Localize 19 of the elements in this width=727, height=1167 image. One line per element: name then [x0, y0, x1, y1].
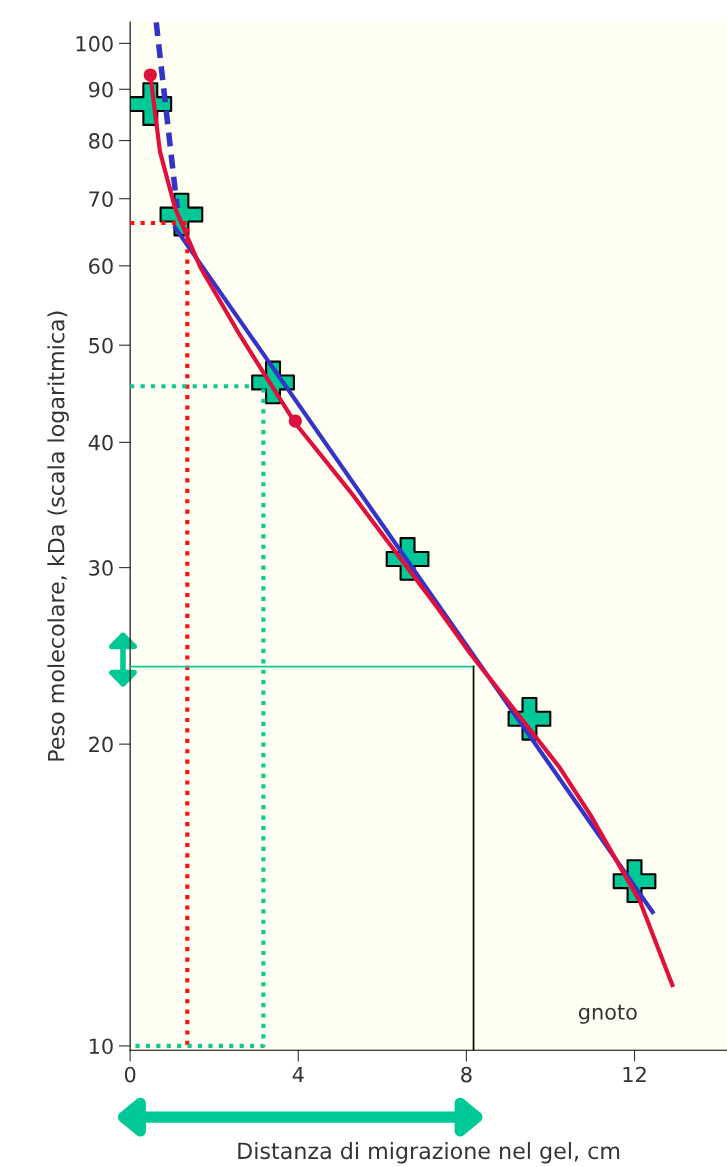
point: [288, 414, 302, 428]
y-tick-label: 30: [89, 560, 113, 576]
x-tick-label: 4: [292, 1066, 304, 1083]
y-tick-label: 90: [88, 81, 113, 98]
x-tick-label: 8: [461, 1066, 472, 1083]
point: [143, 68, 157, 82]
y-tick-label: 40: [88, 434, 113, 451]
y-tick-label: 70: [89, 191, 113, 207]
y-tick-label: 100: [76, 35, 113, 52]
x-tick-label: 12: [623, 1066, 646, 1083]
x-axis-title: Distanza di migrazione nel gel, cm: [238, 1141, 620, 1164]
y-tick-label: 50: [89, 337, 113, 354]
y-tick-label: 20: [89, 736, 113, 753]
y-tick-label: 80: [89, 133, 113, 149]
y-tick-label: 60: [89, 258, 113, 275]
annotation: gnoto: [578, 1004, 637, 1024]
y-axis-title: Peso molecolare, kDa (scala logaritmica): [47, 311, 69, 761]
y-tick-label: 10: [89, 1038, 113, 1055]
x-tick-label: 0: [124, 1066, 136, 1083]
